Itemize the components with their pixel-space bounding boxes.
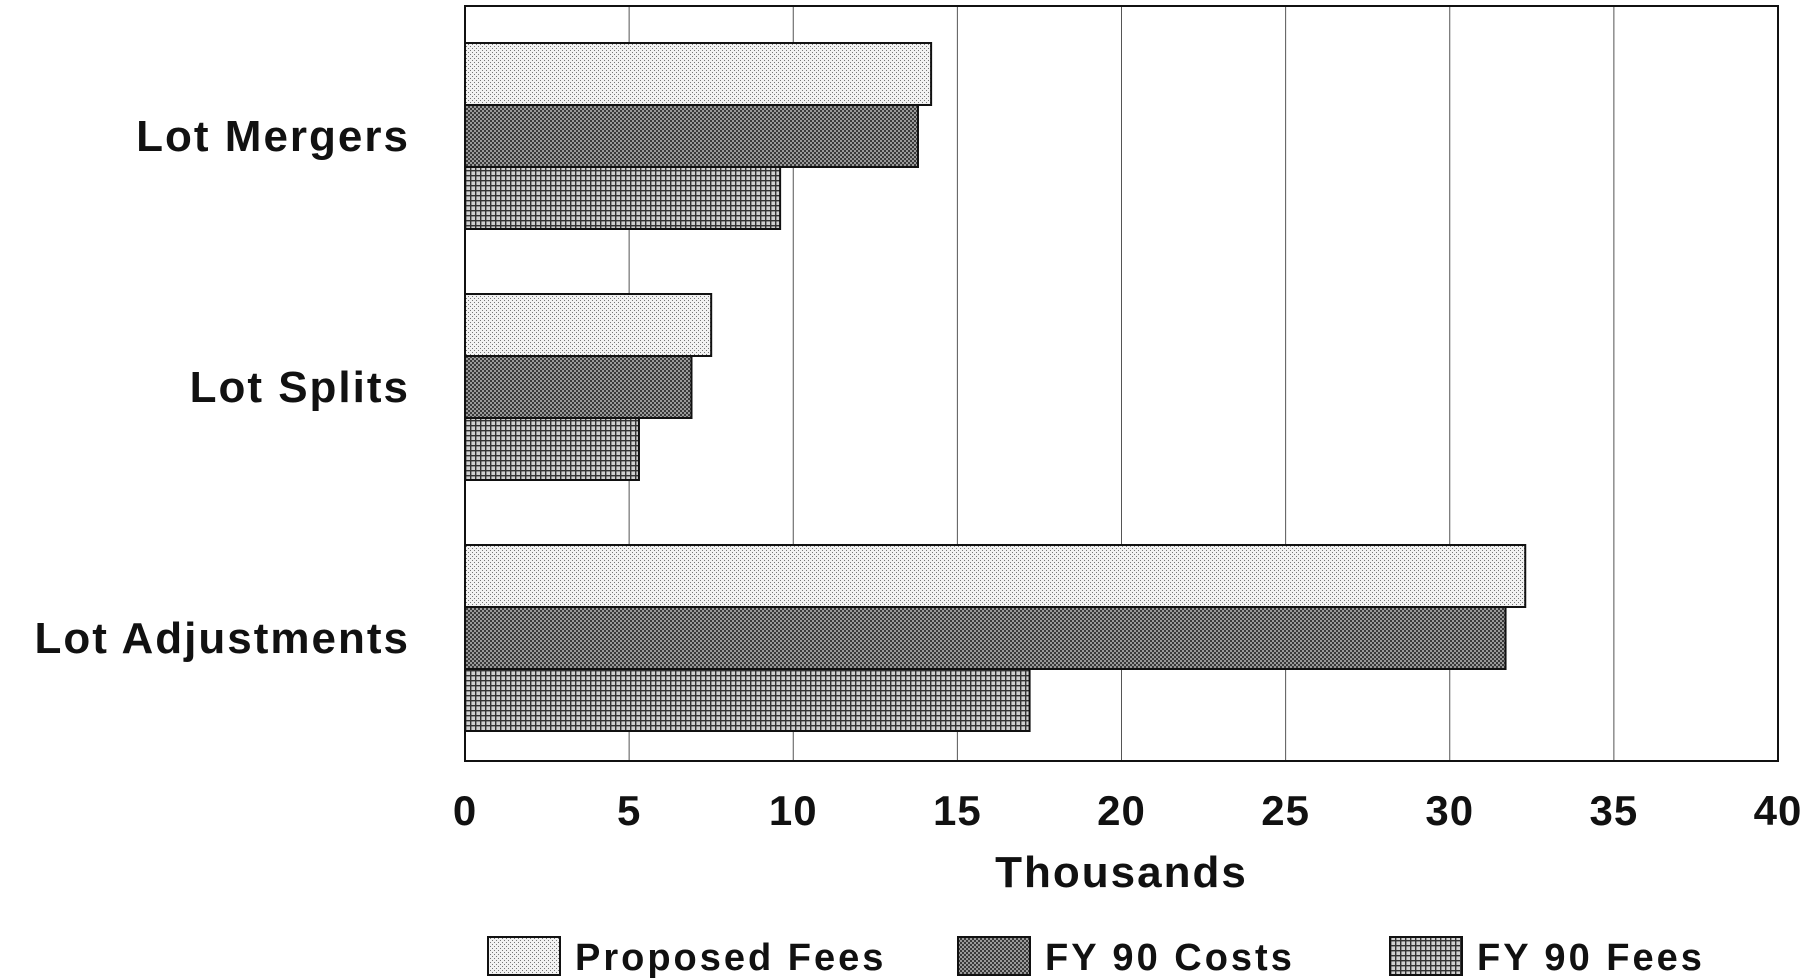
x-tick-label: 10 xyxy=(769,787,818,834)
legend-label: FY 90 Costs xyxy=(1045,937,1295,978)
legend-swatch xyxy=(487,936,561,976)
legend: Proposed Fees FY 90 Costs FY 90 Fees xyxy=(487,936,1705,978)
bar-proposed-fees-lot-mergers xyxy=(464,42,933,106)
x-tick-label: 5 xyxy=(617,787,641,834)
plot-frame xyxy=(464,5,1779,762)
x-tick-label: 0 xyxy=(453,787,477,834)
legend-label: FY 90 Fees xyxy=(1477,937,1705,978)
bar-fy-90-fees-lot-splits xyxy=(464,417,640,481)
x-tick-label: 30 xyxy=(1425,787,1474,834)
bar-fy-90-fees-lot-adjustments xyxy=(464,668,1031,732)
category-labels: Lot Mergers Lot Splits Lot Adjustments xyxy=(35,112,410,663)
x-tick-label: 25 xyxy=(1261,787,1310,834)
bar-proposed-fees-lot-splits xyxy=(464,293,713,357)
x-tick-labels: 0 5 10 15 20 25 30 35 40 xyxy=(453,787,1803,834)
bar-fy-90-fees-lot-mergers xyxy=(464,166,782,230)
category-label: Lot Splits xyxy=(190,363,410,412)
x-axis-title: Thousands xyxy=(995,848,1248,897)
legend-swatch xyxy=(957,936,1031,976)
bar-fy-90-costs-lot-adjustments xyxy=(464,606,1507,670)
bar-proposed-fees-lot-adjustments xyxy=(464,544,1527,608)
x-tick-label: 40 xyxy=(1754,787,1803,834)
bar-fy-90-costs-lot-splits xyxy=(464,355,693,419)
x-tick-label: 35 xyxy=(1590,787,1639,834)
legend-label: Proposed Fees xyxy=(575,937,886,978)
legend-swatch xyxy=(1389,936,1463,976)
category-label: Lot Mergers xyxy=(136,112,410,161)
bars xyxy=(464,42,1527,732)
bar-fy-90-costs-lot-mergers xyxy=(464,104,919,168)
category-label: Lot Adjustments xyxy=(35,614,410,663)
x-tick-label: 20 xyxy=(1097,787,1146,834)
x-tick-label: 15 xyxy=(933,787,982,834)
